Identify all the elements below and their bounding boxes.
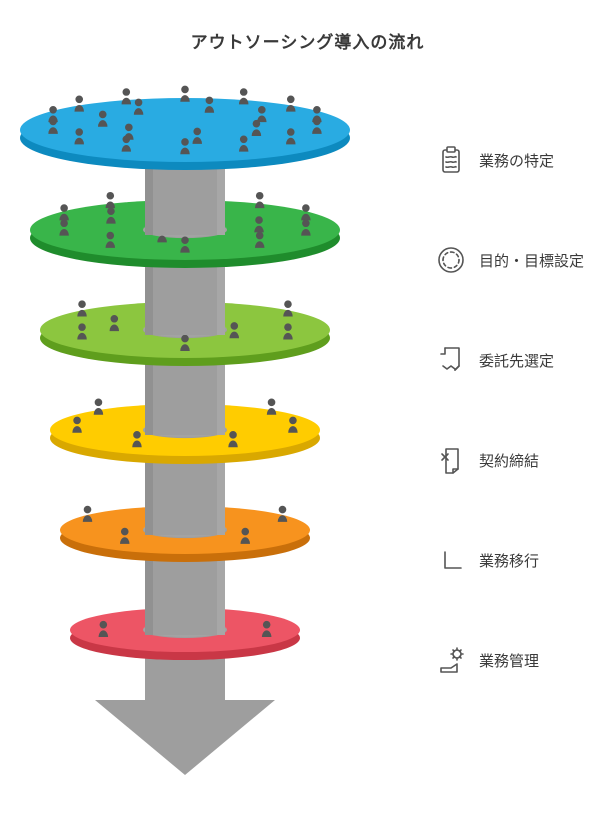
stage-label-text: 委託先選定 — [479, 350, 554, 371]
person-icon — [77, 300, 87, 316]
handshake-doc-icon — [435, 344, 467, 376]
target-icon — [435, 244, 467, 276]
person-icon — [267, 399, 277, 415]
contract-icon — [435, 444, 467, 476]
person-icon — [94, 399, 104, 415]
stage-label-text: 業務管理 — [479, 650, 539, 671]
hand-gear-icon — [435, 644, 467, 676]
stage-label-text: 業務の特定 — [479, 150, 554, 171]
stage-label-row: 業務移行 — [435, 544, 539, 576]
stage-label-text: 契約締結 — [479, 450, 539, 471]
stage-label-row: 目的・目標設定 — [435, 244, 584, 276]
person-icon — [83, 506, 93, 522]
person-icon — [239, 88, 249, 104]
person-icon — [255, 192, 265, 208]
person-icon — [74, 95, 84, 111]
person-icon — [286, 95, 296, 111]
stage-label-row: 業務管理 — [435, 644, 539, 676]
person-icon — [283, 300, 293, 316]
person-icon — [106, 192, 116, 208]
person-icon — [180, 86, 190, 102]
funnel-diagram — [0, 0, 615, 830]
clipboard-icon — [435, 144, 467, 176]
stage-label-text: 業務移行 — [479, 550, 539, 571]
corner-icon — [435, 544, 467, 576]
person-icon — [278, 506, 288, 522]
stage-label-text: 目的・目標設定 — [479, 250, 584, 271]
stage-label-row: 委託先選定 — [435, 344, 554, 376]
stage-label-row: 契約締結 — [435, 444, 539, 476]
person-icon — [122, 88, 132, 104]
stage-label-row: 業務の特定 — [435, 144, 554, 176]
